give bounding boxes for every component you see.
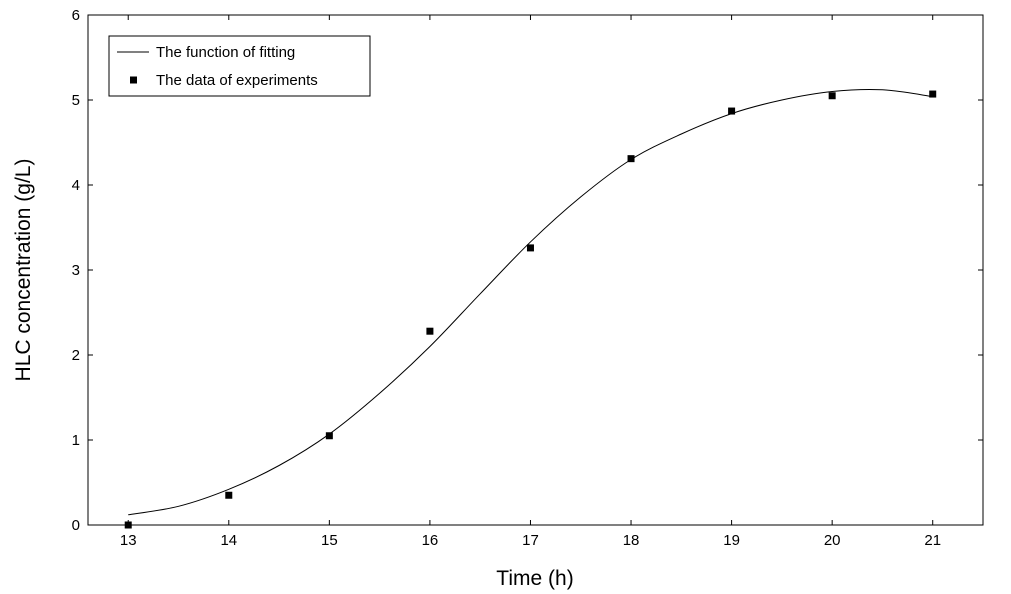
x-tick-label: 21 [924,532,941,549]
x-tick-label: 17 [522,532,539,549]
x-tick-label: 15 [321,532,338,549]
y-tick-label: 4 [72,177,80,194]
x-tick-label: 18 [623,532,640,549]
y-tick-label: 3 [72,262,80,279]
x-tick-label: 13 [120,532,137,549]
x-tick-label: 20 [824,532,841,549]
y-axis-label: HLC concentration (g/L) [12,159,35,382]
data-point [828,92,836,100]
legend-box [108,35,371,97]
data-point [929,90,937,98]
legend-entry-label: The function of fitting [156,44,295,61]
x-tick-label: 14 [220,532,237,549]
data-point [225,491,233,499]
series-layer [124,88,937,529]
legend-entry-label: The data of experiments [156,72,318,89]
data-point [526,244,534,252]
y-tick-label: 1 [72,432,80,449]
x-axis-label: Time (h) [496,567,573,590]
axes-layer: 13 14 15 16 17 18 19 20 21 0 1 2 3 4 5 6 [72,7,983,549]
y-tick-label: 5 [72,92,80,109]
legend: The function of fitting The data of exper… [108,35,371,97]
plot-area [87,14,984,526]
data-point [728,107,736,115]
data-point [325,432,333,440]
x-tick-label: 19 [723,532,740,549]
legend-marker-swatch [130,76,137,84]
data-point [627,155,635,163]
data-point [124,521,132,529]
data-point [426,327,434,335]
y-tick-label: 0 [72,517,80,534]
x-tick-label: 16 [422,532,439,549]
y-tick-label: 6 [72,7,80,24]
y-tick-label: 2 [72,347,80,364]
